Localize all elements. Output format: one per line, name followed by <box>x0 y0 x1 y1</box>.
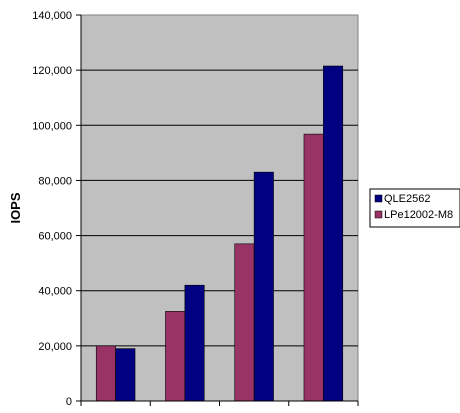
y-tick-label: 20,000 <box>38 341 72 353</box>
axes: 0 20,000 40,000 60,000 80,000 100,000 120,000 1… <box>32 10 359 408</box>
legend-swatch <box>374 194 383 203</box>
bar-qle2562 <box>115 348 136 402</box>
legend-label: QLE2562 <box>384 193 430 205</box>
y-tick-label: 80,000 <box>38 175 72 187</box>
bar-lpe12002-m8 <box>95 345 116 402</box>
y-tick-label: 140,000 <box>32 10 72 22</box>
legend-label: LPe12002-M8 <box>384 209 453 221</box>
legend: QLE2562 LPe12002-M8 <box>369 188 460 228</box>
y-tick-label: 60,000 <box>38 231 72 243</box>
y-tick-label: 100,000 <box>32 120 72 132</box>
y-tick-label: 120,000 <box>32 65 72 77</box>
bar-lpe12002-m8 <box>303 133 324 402</box>
y-tick-label: 0 <box>66 396 72 408</box>
legend-box <box>369 188 460 228</box>
bar-qle2562 <box>184 284 205 402</box>
bars <box>95 65 344 402</box>
legend-swatch <box>374 210 383 219</box>
y-axis-title: IOPS <box>8 192 23 223</box>
y-tick-label: 40,000 <box>38 286 72 298</box>
bar-lpe12002-m8 <box>234 243 255 402</box>
bar-qle2562 <box>323 65 344 402</box>
bar-qle2562 <box>253 171 274 402</box>
bar-lpe12002-m8 <box>165 311 186 402</box>
